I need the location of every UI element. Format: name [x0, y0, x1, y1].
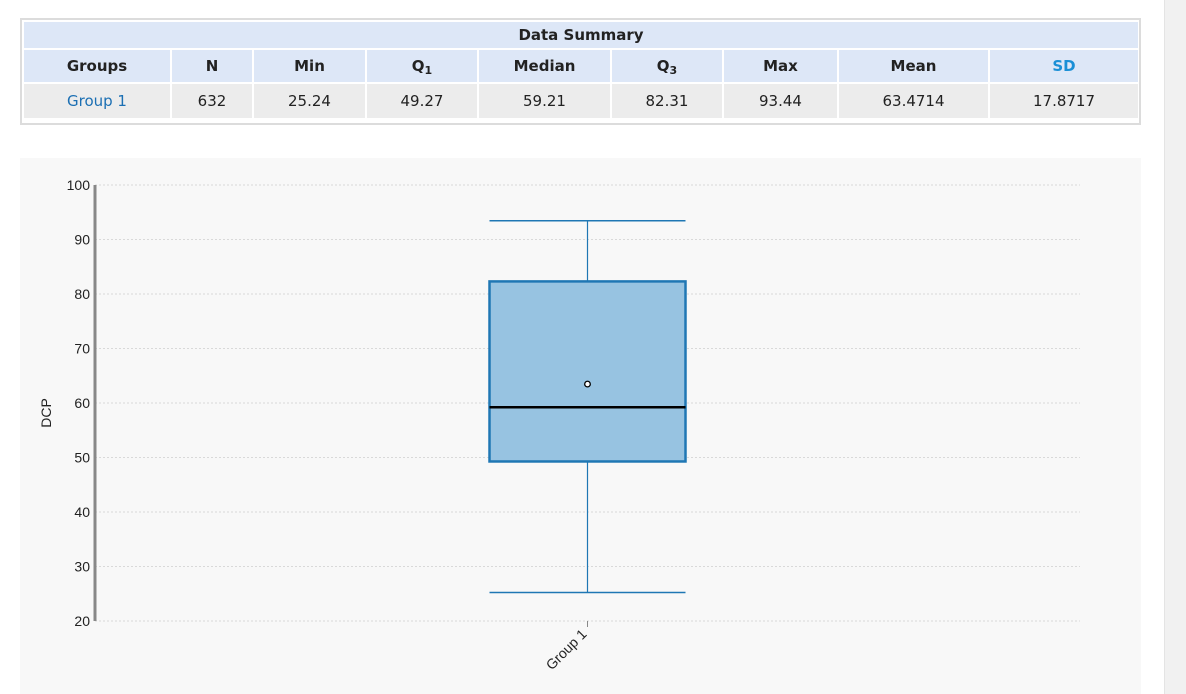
header-q3-letter: Q — [656, 57, 670, 75]
x-category-label: Group 1 — [543, 626, 590, 673]
y-tick-label: 30 — [74, 559, 90, 575]
page-scrollbar[interactable] — [1164, 0, 1186, 694]
cell-max: 93.44 — [724, 84, 837, 118]
header-q3-subscript: 3 — [669, 64, 678, 77]
header-min: Min — [254, 50, 365, 82]
table-header-row: Groups N Min Q1 Median Q3 Max Mean SD — [24, 50, 1139, 82]
header-max: Max — [724, 50, 837, 82]
cell-mean: 63.4714 — [839, 84, 988, 118]
y-axis-title: DCP — [38, 398, 54, 428]
data-summary-table: Data Summary Groups N Min Q1 Median Q3 M… — [20, 18, 1141, 125]
box-plot-area: 20 30 40 50 60 70 80 90 100 DCP Group 1 — [20, 158, 1141, 694]
mean-marker — [584, 380, 591, 388]
header-groups: Groups — [24, 50, 170, 82]
y-tick-label: 20 — [74, 613, 90, 629]
cell-median: 59.21 — [479, 84, 610, 118]
table-caption: Data Summary — [24, 22, 1139, 48]
header-q3: Q3 — [612, 50, 722, 82]
header-n: N — [172, 50, 252, 82]
header-q1-letter: Q — [411, 57, 425, 75]
cell-min: 25.24 — [254, 84, 365, 118]
header-mean: Mean — [839, 50, 988, 82]
table-row: Group 1 632 25.24 49.27 59.21 82.31 93.4… — [24, 84, 1139, 118]
y-tick-label: 100 — [67, 177, 91, 193]
header-q1: Q1 — [367, 50, 477, 82]
iqr-box[interactable] — [488, 280, 687, 463]
y-tick-label: 70 — [74, 341, 90, 357]
y-tick-label: 50 — [74, 450, 90, 466]
y-tick-label: 60 — [74, 395, 90, 411]
header-median: Median — [479, 50, 610, 82]
box-plot-svg: 20 30 40 50 60 70 80 90 100 DCP Group 1 — [38, 177, 1080, 673]
group-link[interactable]: Group 1 — [24, 84, 170, 118]
y-tick-label: 40 — [74, 504, 90, 520]
header-q1-subscript: 1 — [424, 64, 433, 77]
header-sd[interactable]: SD — [990, 50, 1139, 82]
cell-q3: 82.31 — [612, 84, 722, 118]
cell-q1: 49.27 — [367, 84, 477, 118]
cell-n: 632 — [172, 84, 252, 118]
cell-sd: 17.8717 — [990, 84, 1139, 118]
y-tick-label: 90 — [74, 232, 90, 248]
y-tick-label: 80 — [74, 286, 90, 302]
